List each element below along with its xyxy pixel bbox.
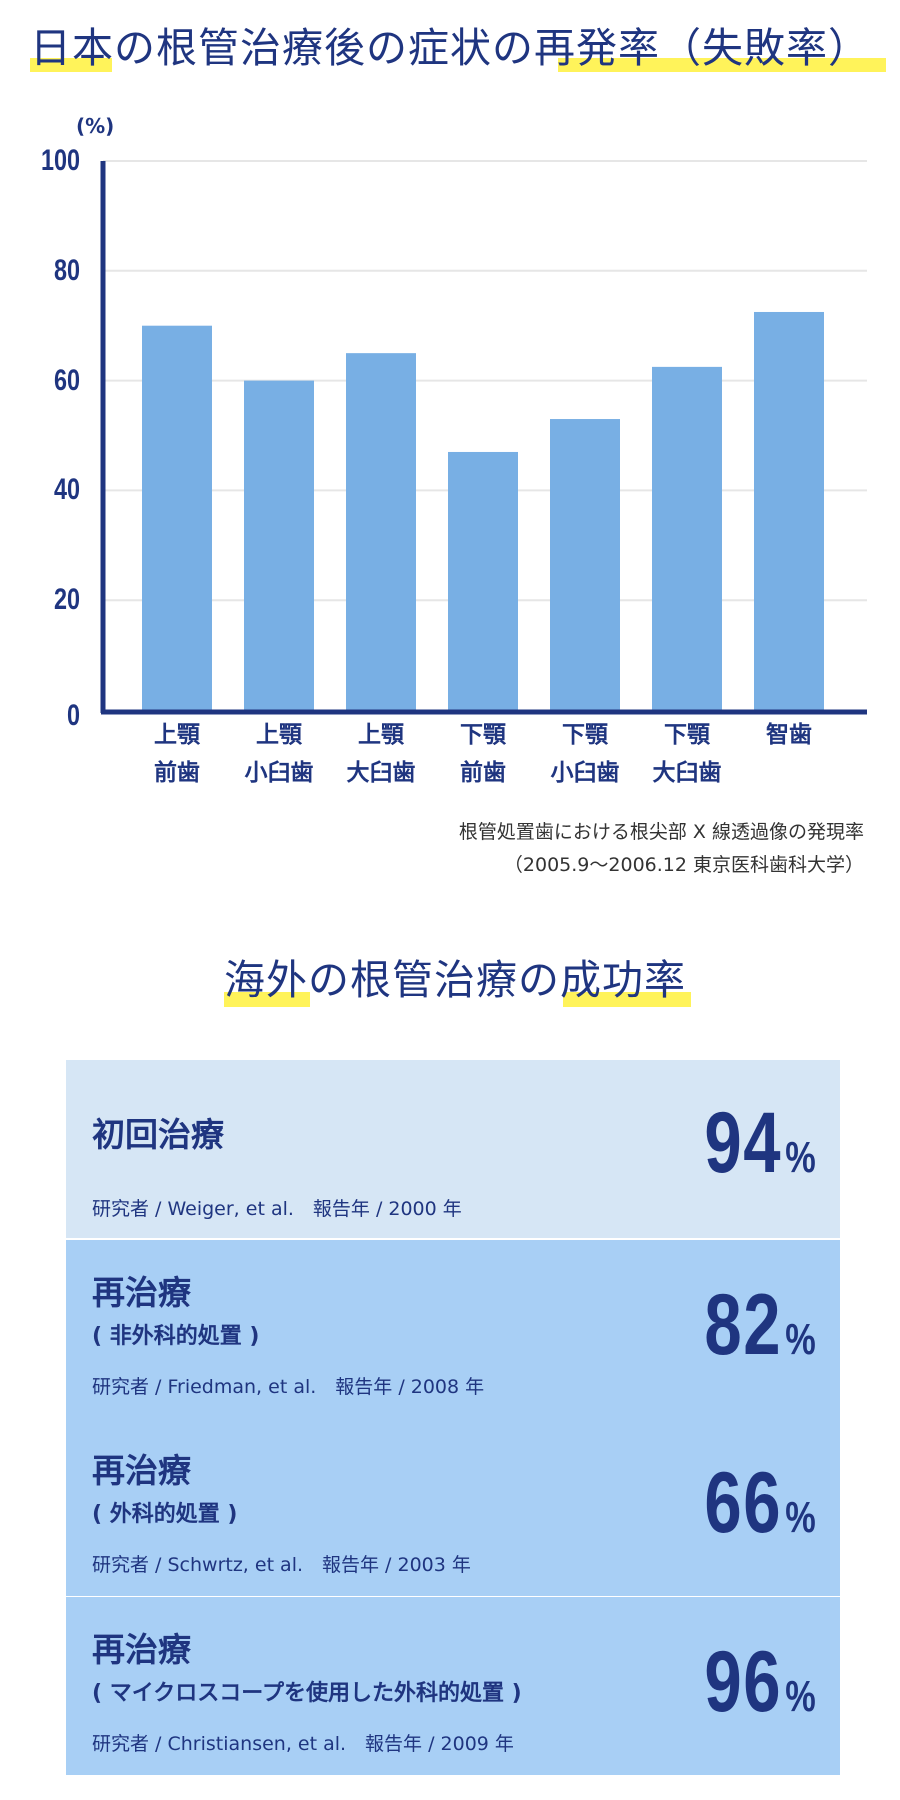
title-highlight <box>563 992 691 1007</box>
category-line: 小臼歯 <box>244 760 314 786</box>
x-category-label: 下顎 小臼歯 <box>530 716 640 792</box>
card-title: 再治療 <box>92 1273 191 1312</box>
chart-title: 日本の根管治療後の症状の再発率（失敗率） <box>30 28 870 69</box>
success-rate: 96% <box>705 1633 816 1732</box>
rate-value: 82 <box>704 1277 783 1373</box>
x-category-label: 下顎 前歯 <box>428 716 538 792</box>
success-rate-card: 再治療 ( 非外科的処置 ) 研究者 / Friedman, et al. 報告… <box>66 1240 840 1418</box>
y-tick-label: 80 <box>53 253 80 287</box>
success-rate: 82% <box>705 1276 816 1375</box>
title-highlight <box>224 992 310 1007</box>
title-highlight <box>30 58 112 72</box>
bar-2 <box>244 380 314 710</box>
category-line: 上顎 <box>358 722 404 748</box>
y-tick-label: 0 <box>66 699 80 732</box>
y-axis-unit: (%) <box>76 114 115 138</box>
bar-7 <box>754 311 824 710</box>
success-rate-card: 再治療 ( マイクロスコープを使用した外科的処置 ) 研究者 / Christi… <box>66 1597 840 1775</box>
note-line: 根管処置歯における根尖部 X 線透過像の発現率 <box>458 821 864 843</box>
card-subtitle: ( 非外科的処置 ) <box>92 1324 260 1349</box>
rate-unit: % <box>785 1133 816 1182</box>
category-line <box>734 754 844 792</box>
bar-3 <box>346 353 416 710</box>
x-category-label: 上顎 小臼歯 <box>224 716 334 792</box>
chart-note: 根管処置歯における根尖部 X 線透過像の発現率 （2005.9〜2006.12 … <box>459 816 864 882</box>
y-tick-label: 40 <box>53 473 80 507</box>
x-category-label: 智歯 <box>734 716 844 792</box>
title-text: の根管治療の <box>308 956 560 1004</box>
bar-1 <box>142 325 212 710</box>
category-line: 下顎 <box>664 722 710 748</box>
category-line: 大臼歯 <box>652 760 722 786</box>
x-category-label: 下顎 大臼歯 <box>632 716 742 792</box>
rate-value: 96 <box>704 1634 783 1730</box>
title-highlight-text: 再発率（失敗率） <box>534 24 870 72</box>
card-subtitle: ( 外科的処置 ) <box>92 1502 238 1527</box>
card-subtitle: ( マイクロスコープを使用した外科的処置 ) <box>92 1681 522 1706</box>
y-tick-label: 20 <box>53 583 80 617</box>
y-tick-label: 60 <box>53 363 80 397</box>
card-reference: 研究者 / Christiansen, et al. 報告年 / 2009 年 <box>92 1733 514 1755</box>
bar-5 <box>550 419 620 710</box>
card-reference: 研究者 / Friedman, et al. 報告年 / 2008 年 <box>92 1376 485 1398</box>
section-title: 海外の根管治療の成功率 <box>224 960 686 1001</box>
bar-4 <box>448 451 518 710</box>
bar-chart <box>100 160 867 715</box>
title-text: の根管治療後の症状の <box>114 24 534 72</box>
bar-6 <box>652 366 722 710</box>
card-title: 初回治療 <box>92 1115 224 1154</box>
rate-value: 66 <box>704 1455 783 1551</box>
category-line: 前歯 <box>154 760 200 786</box>
category-line: 上顎 <box>256 722 302 748</box>
y-tick-label: 100 <box>40 144 80 177</box>
rate-value: 94 <box>704 1095 783 1191</box>
title-highlight-text: 成功率 <box>560 956 686 1004</box>
x-category-label: 上顎 前歯 <box>122 716 232 792</box>
title-highlight-text: 日本 <box>30 24 114 72</box>
success-rate: 66% <box>705 1454 816 1553</box>
card-title: 再治療 <box>92 1451 191 1490</box>
category-line: 上顎 <box>154 722 200 748</box>
title-highlight <box>558 58 886 72</box>
success-rate-card: 初回治療 研究者 / Weiger, et al. 報告年 / 2000 年 9… <box>66 1060 840 1238</box>
card-title: 再治療 <box>92 1630 191 1669</box>
rate-unit: % <box>785 1672 816 1721</box>
x-category-label: 上顎 大臼歯 <box>326 716 436 792</box>
note-line: （2005.9〜2006.12 東京医科歯科大学） <box>503 854 864 876</box>
category-line: 下顎 <box>460 722 506 748</box>
category-line: 小臼歯 <box>550 760 620 786</box>
category-line: 智歯 <box>766 722 812 748</box>
title-highlight-text: 海外 <box>224 956 308 1004</box>
success-rate: 94% <box>705 1094 816 1193</box>
rate-unit: % <box>785 1315 816 1364</box>
category-line: 前歯 <box>460 760 506 786</box>
rate-unit: % <box>785 1493 816 1542</box>
category-line: 大臼歯 <box>346 760 416 786</box>
card-reference: 研究者 / Weiger, et al. 報告年 / 2000 年 <box>92 1198 462 1220</box>
category-line: 下顎 <box>562 722 608 748</box>
card-reference: 研究者 / Schwrtz, et al. 報告年 / 2003 年 <box>92 1554 471 1576</box>
success-rate-card: 再治療 ( 外科的処置 ) 研究者 / Schwrtz, et al. 報告年 … <box>66 1418 840 1596</box>
